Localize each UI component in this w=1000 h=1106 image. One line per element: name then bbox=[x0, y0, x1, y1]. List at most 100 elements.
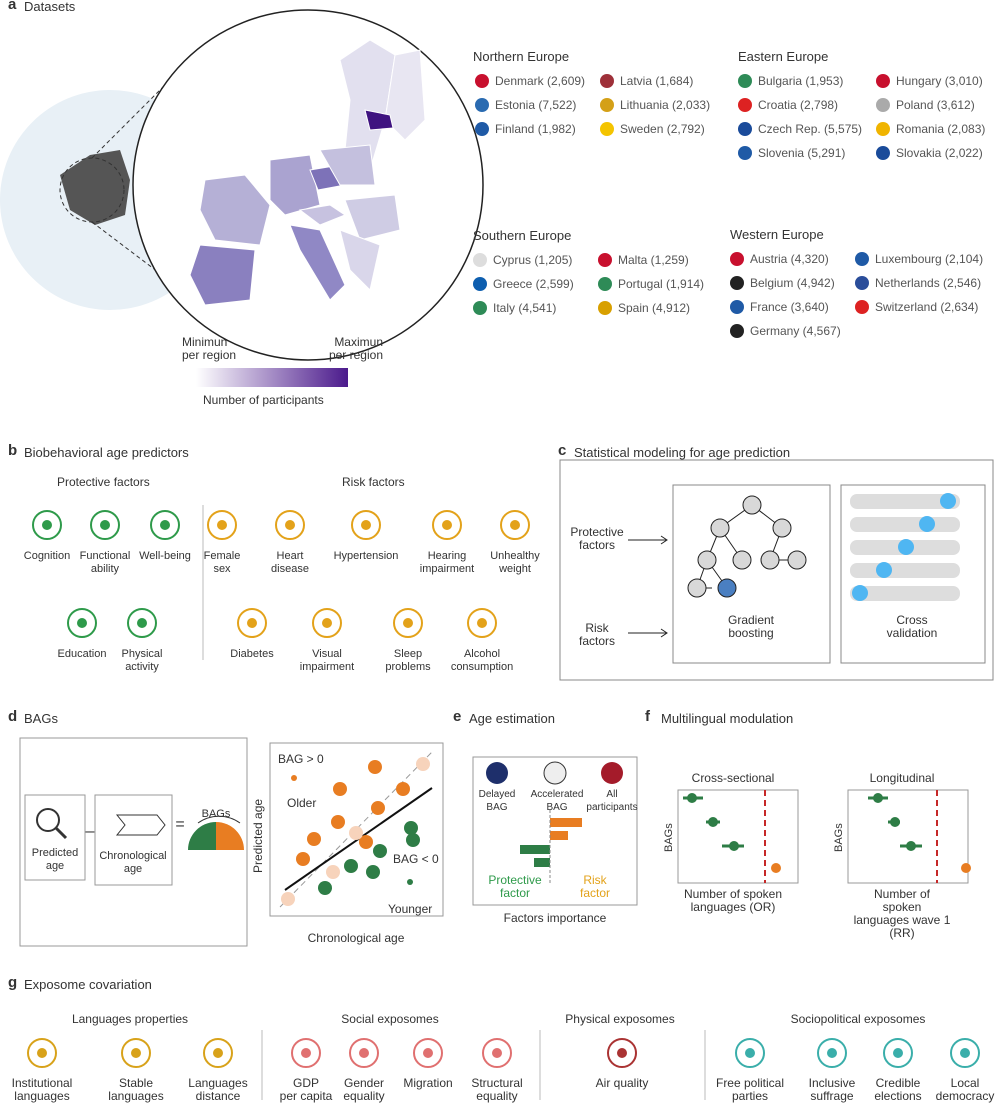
icon bbox=[817, 1038, 847, 1068]
panel-label: g bbox=[8, 974, 18, 991]
icon bbox=[876, 122, 890, 136]
icon bbox=[883, 1038, 913, 1068]
icon bbox=[127, 608, 157, 638]
legend-min: Minimun per region bbox=[182, 335, 237, 362]
label: BAG < 0 bbox=[393, 852, 439, 866]
country: Italy (4,541) bbox=[493, 301, 557, 315]
icon bbox=[876, 146, 890, 160]
label: Chronological age bbox=[99, 850, 167, 875]
group-title: Protective factors bbox=[57, 475, 150, 489]
region-title: Eastern Europe bbox=[738, 49, 829, 64]
country: Greece (2,599) bbox=[493, 277, 574, 291]
country: Switzerland (2,634) bbox=[875, 300, 979, 314]
label: BAGs bbox=[663, 823, 675, 852]
icon bbox=[150, 510, 180, 540]
icon bbox=[27, 1038, 57, 1068]
panel-title: Biobehavioral age predictors bbox=[24, 445, 189, 460]
bag-panel bbox=[19, 737, 444, 947]
icon bbox=[876, 74, 890, 88]
dividers bbox=[202, 505, 706, 1100]
factor: Visual impairment bbox=[299, 648, 355, 673]
icon bbox=[207, 510, 237, 540]
icon bbox=[322, 618, 332, 628]
factor: Well-being bbox=[139, 550, 191, 562]
icon bbox=[32, 510, 62, 540]
panel-label: c bbox=[558, 442, 567, 459]
label: BAGs bbox=[833, 823, 845, 852]
icon bbox=[285, 520, 295, 530]
label: BAG > 0 bbox=[278, 752, 324, 766]
icon bbox=[475, 98, 489, 112]
group-title: Physical exposomes bbox=[565, 1012, 675, 1026]
model: Gradient boosting bbox=[727, 613, 775, 640]
icon bbox=[475, 122, 489, 136]
icon bbox=[291, 1038, 321, 1068]
axis-title: Chronological age bbox=[307, 931, 405, 945]
icon bbox=[598, 301, 612, 315]
icon bbox=[131, 1048, 141, 1058]
icon bbox=[349, 1038, 379, 1068]
icon bbox=[960, 1048, 970, 1058]
icon bbox=[492, 1048, 502, 1058]
country: Netherlands (2,546) bbox=[875, 276, 982, 290]
icon bbox=[467, 608, 497, 638]
factor: Hearing impairment bbox=[419, 550, 475, 575]
icon bbox=[37, 1048, 47, 1058]
group-title: Risk factors bbox=[342, 475, 405, 489]
exposome: Migration bbox=[403, 1076, 453, 1090]
icon bbox=[442, 520, 452, 530]
country: Latvia (1,684) bbox=[620, 74, 694, 88]
exposome: Local democracy bbox=[935, 1076, 995, 1103]
country: Sweden (2,792) bbox=[620, 122, 705, 136]
icon bbox=[477, 618, 487, 628]
icon bbox=[100, 520, 110, 530]
label: Longitudinal bbox=[869, 771, 935, 785]
icon bbox=[730, 324, 744, 338]
region-title: Southern Europe bbox=[473, 228, 572, 243]
icon bbox=[432, 510, 462, 540]
exposome: GDP per capita bbox=[279, 1076, 333, 1103]
country: Denmark (2,609) bbox=[495, 74, 586, 88]
icon bbox=[67, 608, 97, 638]
label: Delayed BAG bbox=[478, 789, 516, 813]
label: = bbox=[175, 816, 185, 833]
icons bbox=[27, 74, 980, 1068]
globe bbox=[0, 9, 484, 387]
label: Factors importance bbox=[503, 911, 607, 925]
country: Croatia (2,798) bbox=[758, 98, 839, 112]
icon bbox=[160, 520, 170, 530]
icon bbox=[217, 520, 227, 530]
exposome: Institutional languages bbox=[11, 1076, 73, 1103]
country: Germany (4,567) bbox=[750, 324, 841, 338]
factor: Alcohol consumption bbox=[450, 648, 514, 673]
icon bbox=[423, 1048, 433, 1058]
panel-label: e bbox=[453, 708, 462, 725]
label: Accelerated BAG bbox=[530, 789, 584, 813]
icon bbox=[855, 252, 869, 266]
country: Hungary (3,010) bbox=[896, 74, 983, 88]
icon bbox=[361, 520, 371, 530]
icon bbox=[237, 608, 267, 638]
icon bbox=[600, 74, 614, 88]
label: BAGs bbox=[201, 808, 231, 820]
icon bbox=[473, 277, 487, 291]
icon bbox=[893, 1048, 903, 1058]
country: Slovakia (2,022) bbox=[896, 146, 983, 160]
icon bbox=[301, 1048, 311, 1058]
icon bbox=[510, 520, 520, 530]
icon bbox=[393, 608, 423, 638]
country: Lithuania (2,033) bbox=[620, 98, 711, 112]
panel-title: Datasets bbox=[24, 0, 76, 14]
factor: Diabetes bbox=[230, 648, 274, 660]
icon bbox=[738, 122, 752, 136]
country: France (3,640) bbox=[750, 300, 829, 314]
icon bbox=[617, 1048, 627, 1058]
exposome: Credible elections bbox=[874, 1076, 922, 1103]
label: All participants bbox=[586, 789, 638, 813]
icon bbox=[77, 618, 87, 628]
icon bbox=[598, 277, 612, 291]
forest-plots bbox=[677, 789, 971, 884]
label: Predicted age bbox=[31, 847, 79, 872]
icon bbox=[738, 98, 752, 112]
icon bbox=[247, 618, 257, 628]
